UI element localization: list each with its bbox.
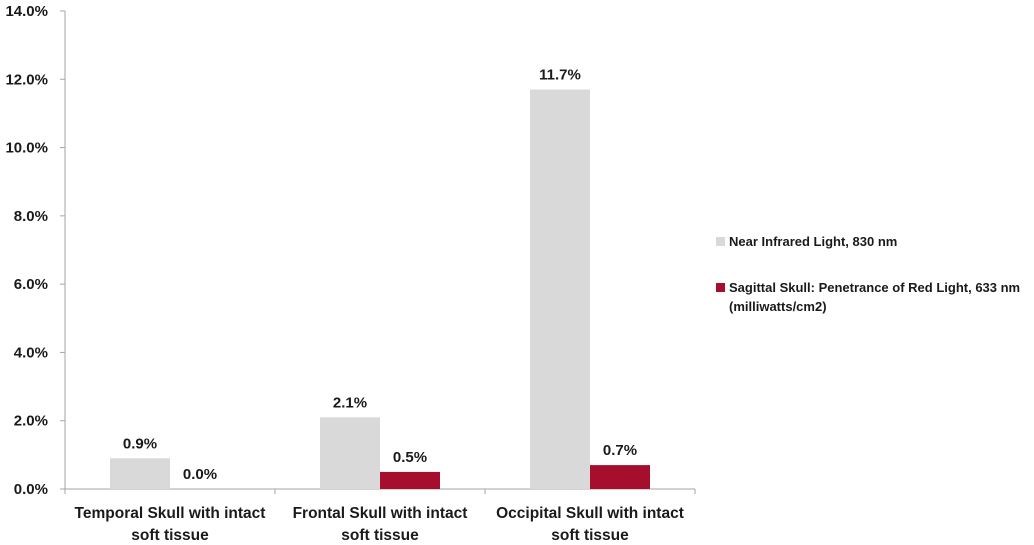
legend-item-near-infrared[interactable]: Near Infrared Light, 830 nm — [716, 232, 1034, 251]
legend: Near Infrared Light, 830 nm Sagittal Sku… — [716, 232, 1034, 316]
y-tick-label: 10.0% — [5, 140, 48, 157]
bar-red-light[interactable] — [590, 465, 650, 489]
y-tick-label: 8.0% — [14, 208, 48, 225]
data-label: 0.5% — [393, 449, 427, 466]
legend-item-red-light[interactable]: Sagittal Skull: Penetrance of Red Light,… — [716, 278, 1034, 316]
y-tick-label: 14.0% — [5, 3, 48, 20]
legend-swatch-red-light — [716, 283, 725, 292]
y-tick-label: 6.0% — [14, 276, 48, 293]
legend-label-red-light: Sagittal Skull: Penetrance of Red Light,… — [729, 280, 1021, 314]
bars — [110, 89, 650, 490]
legend-label-near-infrared: Near Infrared Light, 830 nm — [729, 234, 898, 249]
data-label: 11.7% — [539, 67, 581, 84]
category-label: Occipital Skull with intact soft tissue — [496, 505, 684, 544]
bar-near-infrared[interactable] — [530, 89, 590, 490]
bar-near-infrared[interactable] — [320, 417, 380, 489]
y-tick-label: 4.0% — [14, 344, 48, 361]
x-axis: Temporal Skull with intact soft tissue Fro… — [64, 488, 696, 544]
y-axis: 0.0% 2.0% 4.0% 6.0% 8.0% 10.0% 12.0% 14.0% — [5, 3, 66, 498]
data-label: 2.1% — [333, 394, 367, 411]
data-label: 0.0% — [183, 466, 217, 483]
data-label: 0.9% — [123, 435, 157, 452]
category-label: Frontal Skull with intact soft tissue — [293, 505, 468, 544]
y-tick-label: 12.0% — [5, 71, 48, 88]
legend-swatch-near-infrared — [716, 237, 725, 246]
y-tick-label: 2.0% — [14, 413, 48, 430]
y-tick-label: 0.0% — [14, 481, 48, 498]
data-labels: 0.9% 2.1% 11.7% 0.0% 0.5% 0.7% — [123, 67, 637, 483]
bar-near-infrared[interactable] — [110, 458, 170, 489]
data-label: 0.7% — [603, 442, 637, 459]
bar-red-light[interactable] — [380, 471, 440, 489]
category-label: Temporal Skull with intact soft tissue — [75, 505, 266, 544]
